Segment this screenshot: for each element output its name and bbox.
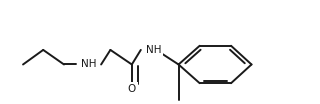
Text: O: O	[128, 84, 136, 94]
Text: NH: NH	[81, 59, 96, 69]
Text: NH: NH	[146, 45, 161, 55]
